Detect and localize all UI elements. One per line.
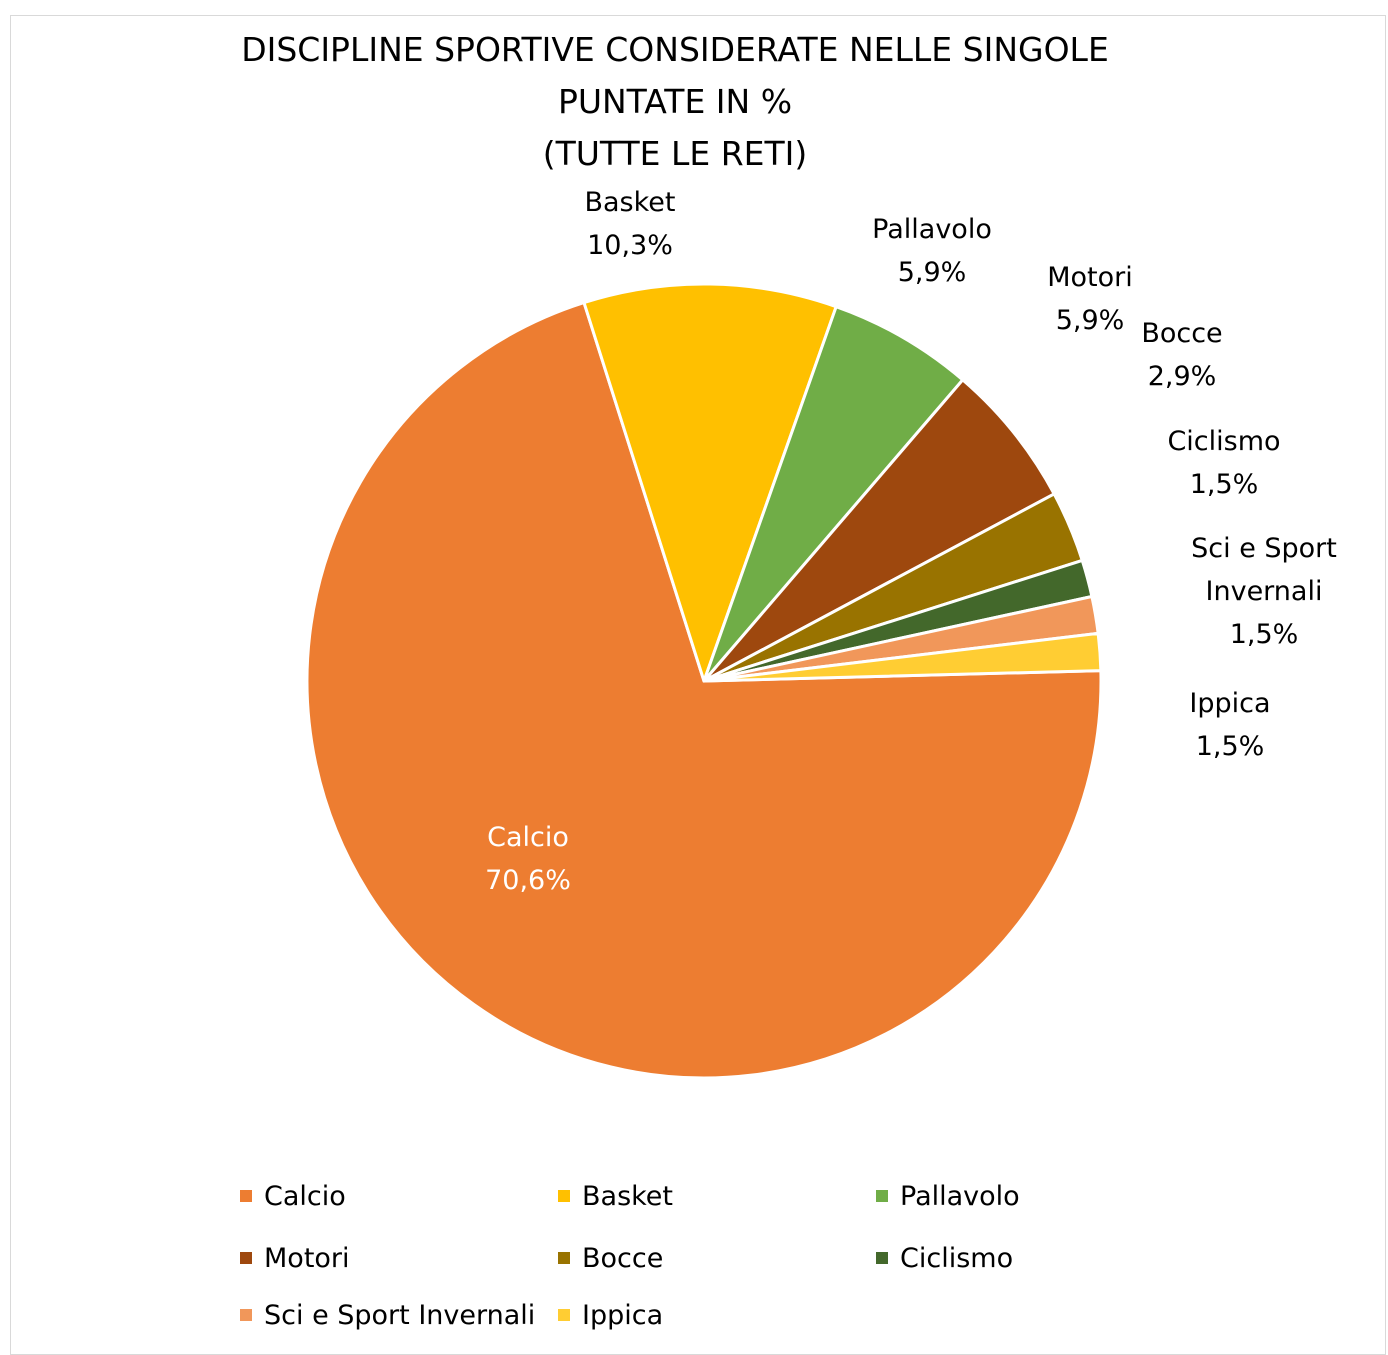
legend-swatch xyxy=(876,1251,888,1264)
pie-slice-calcio xyxy=(305,301,1103,1080)
legend-label: Motori xyxy=(264,1243,350,1274)
data-label-calcio: Calcio 70,6% xyxy=(485,822,571,896)
legend-swatch xyxy=(558,1308,570,1321)
legend-item-basket: Basket xyxy=(558,1181,673,1213)
legend-label: Ciclismo xyxy=(900,1243,1014,1274)
legend-label: Ippica xyxy=(582,1300,664,1331)
legend-label: Sci e Sport Invernali xyxy=(264,1300,536,1331)
legend-label: Bocce xyxy=(582,1243,664,1274)
legend-item-ciclismo: Ciclismo xyxy=(876,1243,1013,1275)
data-label-bocce: Bocce 2,9% xyxy=(1141,318,1222,392)
legend-item-sci-e-sport-invernali: Sci e Sport Invernali xyxy=(240,1300,535,1332)
legend-item-motori: Motori xyxy=(240,1243,350,1275)
chart-title-line-3: (TUTTE LE RETI) xyxy=(542,134,808,173)
data-label-motori: Motori 5,9% xyxy=(1047,262,1133,336)
legend-swatch xyxy=(240,1189,252,1202)
legend-label: Basket xyxy=(582,1181,674,1212)
data-label-basket: Basket 10,3% xyxy=(584,187,675,261)
pie-slice-ippica xyxy=(702,631,1103,683)
legend-swatch xyxy=(240,1308,252,1321)
data-label-ippica: Ippica 1,5% xyxy=(1189,688,1270,762)
data-label-sci-e-sport-invernali: Sci e Sport Invernali 1,5% xyxy=(1191,533,1337,650)
pie-slice-basket xyxy=(582,282,838,683)
legend-item-pallavolo: Pallavolo xyxy=(876,1181,1020,1213)
legend-swatch xyxy=(876,1189,888,1202)
pie-slice-motori xyxy=(702,378,1056,683)
legend-item-ippica: Ippica xyxy=(558,1300,663,1332)
pie-data-labels: Calcio 70,6% Basket 10,3% Pallavolo 5,9% Motor… xyxy=(485,187,1337,896)
legend-item-calcio: Calcio xyxy=(240,1181,346,1213)
data-label-ciclismo: Ciclismo 1,5% xyxy=(1167,426,1280,500)
chart-title: DISCIPLINE SPORTIVE CONSIDERATE NELLE SI… xyxy=(0,24,1350,180)
data-label-pallavolo: Pallavolo 5,9% xyxy=(872,214,992,288)
pie-slice-pallavolo xyxy=(702,305,965,683)
legend-swatch xyxy=(558,1189,570,1202)
chart-title-line-1: DISCIPLINE SPORTIVE CONSIDERATE NELLE SI… xyxy=(241,30,1109,69)
chart-title-line-2: PUNTATE IN % xyxy=(557,82,793,121)
pie-slices xyxy=(305,282,1103,1080)
pie-chart: Calcio 70,6% Basket 10,3% Pallavolo 5,9% Motor… xyxy=(305,187,1337,1080)
legend-swatch xyxy=(558,1251,570,1264)
legend-label: Calcio xyxy=(264,1181,346,1212)
legend-swatch xyxy=(240,1251,252,1264)
legend-label: Pallavolo xyxy=(900,1181,1020,1212)
legend-item-bocce: Bocce xyxy=(558,1243,663,1275)
